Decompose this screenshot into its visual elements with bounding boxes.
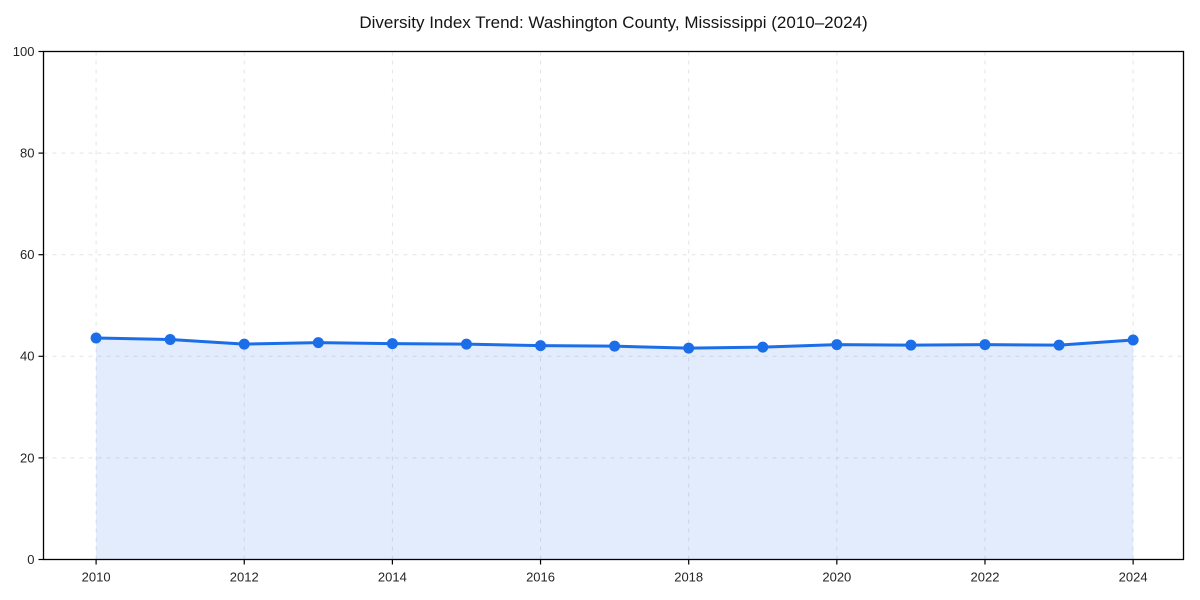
data-point	[164, 334, 176, 346]
data-point	[757, 341, 769, 353]
y-tick-label: 60	[20, 247, 34, 262]
x-tick-label: 2018	[674, 570, 703, 585]
axes-border	[42, 50, 1185, 561]
y-tick-label: 20	[20, 450, 34, 465]
data-point	[535, 340, 547, 352]
data-point	[831, 339, 843, 351]
y-tick-label: 0	[27, 552, 34, 567]
data-point	[1127, 334, 1139, 346]
x-tick-label: 2016	[526, 570, 555, 585]
x-tick-label: 2014	[378, 570, 407, 585]
data-point	[905, 339, 917, 351]
x-tick-label: 2012	[230, 570, 259, 585]
data-point	[609, 340, 621, 352]
x-tick-label: 2022	[971, 570, 1000, 585]
data-point	[1053, 339, 1065, 351]
x-tick-label: 2024	[1119, 570, 1148, 585]
x-tick-label: 2020	[822, 570, 851, 585]
data-point	[683, 342, 695, 354]
y-tick-label: 80	[20, 146, 34, 161]
chart-title: Diversity Index Trend: Washington County…	[359, 13, 868, 32]
data-point	[386, 338, 398, 350]
data-point	[460, 338, 472, 350]
y-tick-label: 40	[20, 349, 34, 364]
area-fill	[96, 338, 1134, 560]
y-tick-label: 100	[13, 44, 35, 59]
x-tick-label: 2010	[82, 570, 111, 585]
data-point	[90, 332, 102, 344]
data-point	[979, 339, 991, 351]
data-point	[312, 337, 324, 349]
data-point	[238, 338, 250, 350]
